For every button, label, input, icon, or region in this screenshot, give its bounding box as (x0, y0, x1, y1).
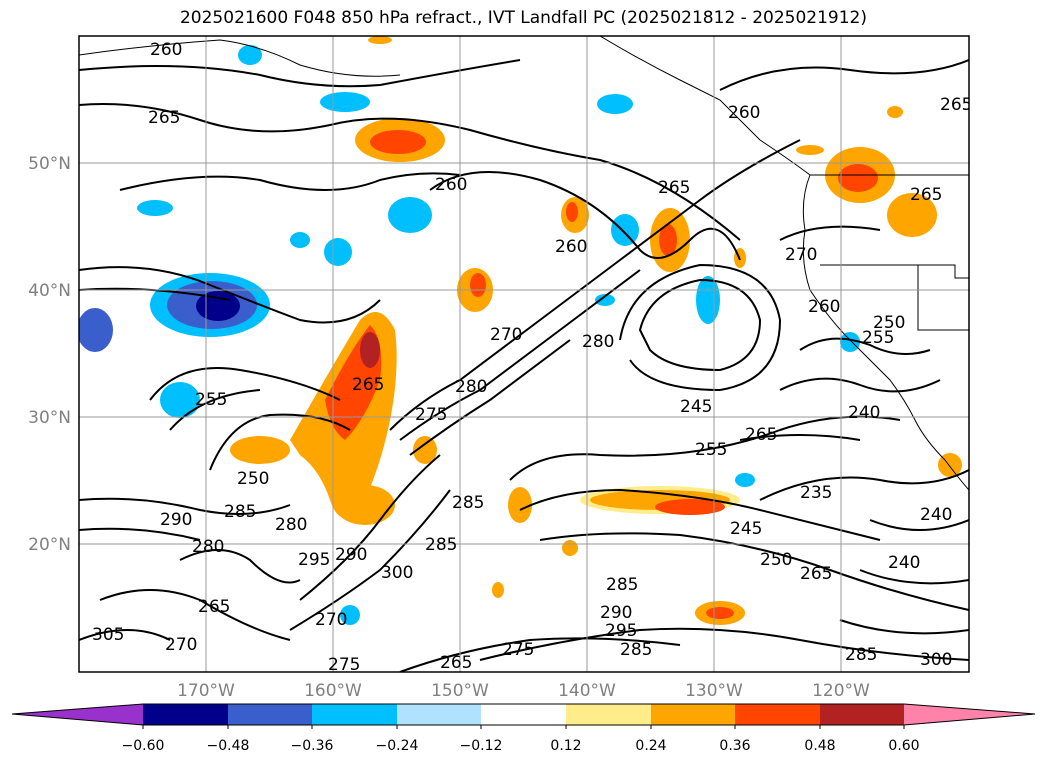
colorbar-swatch (312, 704, 397, 725)
contour-label: 290 (600, 603, 632, 623)
contour-label: 305 (92, 625, 124, 645)
map-frame (78, 35, 970, 673)
lon-label-130w: 130°W (685, 681, 743, 701)
colorbar-swatch (481, 704, 566, 725)
contour-label: 290 (335, 545, 367, 565)
contour-label: 265 (910, 185, 942, 205)
contour-label: 280 (582, 332, 614, 352)
coastline (79, 36, 969, 491)
contour-label: 285 (425, 535, 457, 555)
contour-label: 240 (920, 505, 952, 525)
lon-label-120w: 120°W (812, 681, 870, 701)
contour-label: 245 (730, 519, 762, 539)
contour-label: 265 (745, 425, 777, 445)
contour-label: 260 (808, 297, 840, 317)
colorbar-swatch (566, 704, 651, 725)
lat-label-50n: 50°N (28, 154, 71, 174)
contour-label: 260 (728, 103, 760, 123)
contour-label: 245 (680, 397, 712, 417)
contour-lines (79, 59, 969, 672)
contour-label: 260 (555, 237, 587, 257)
contour-label: 295 (605, 621, 637, 641)
contour-label: 260 (150, 40, 182, 60)
lat-label-20n: 20°N (28, 535, 71, 555)
contour-label: 280 (192, 537, 224, 557)
colorbar: −0.60 −0.48 −0.36 −0.24 −0.12 0.12 0.24 … (11, 703, 1036, 754)
lat-label-40n: 40°N (28, 281, 71, 301)
contour-label: 260 (435, 175, 467, 195)
contour-label: 295 (298, 550, 330, 570)
contour-label: 270 (315, 610, 347, 630)
contour-label: 255 (195, 390, 227, 410)
colorbar-swatch (143, 704, 228, 725)
contour-label: 265 (148, 108, 180, 128)
contour-label: 275 (415, 405, 447, 425)
contour-label: 285 (606, 575, 638, 595)
lon-label-170w: 170°W (177, 681, 235, 701)
contour-label: 265 (440, 653, 472, 673)
colorbar-tick-label: 0.12 (550, 738, 581, 754)
contour-label: 265 (352, 375, 384, 395)
colorbar-swatch (651, 704, 735, 725)
contour-label: 285 (224, 502, 256, 522)
colorbar-tick-label: 0.24 (635, 738, 666, 754)
contour-label: 280 (455, 377, 487, 397)
contour-label: 240 (888, 553, 920, 573)
map-panel (79, 36, 969, 672)
latitude-labels: 50°N 40°N 30°N 20°N (28, 154, 71, 555)
contour-label: 270 (490, 325, 522, 345)
colorbar-swatch (397, 704, 481, 725)
lon-label-140w: 140°W (558, 681, 616, 701)
contour-label: 285 (845, 645, 877, 665)
contour-label: 235 (800, 483, 832, 503)
contour-label: 275 (328, 655, 360, 675)
contour-labels: 260 265 260 265 260 265 270 260 265 260 … (92, 40, 972, 675)
colorbar-swatch (228, 704, 312, 725)
contour-label: 270 (165, 635, 197, 655)
colorbar-tick-label: −0.48 (207, 738, 250, 754)
contour-label: 265 (658, 178, 690, 198)
contour-label: 290 (160, 510, 192, 530)
colorbar-tick-label: −0.24 (376, 738, 419, 754)
contour-label: 265 (800, 564, 832, 584)
contour-label: 285 (620, 640, 652, 660)
lat-label-30n: 30°N (28, 408, 71, 428)
graticule (79, 36, 969, 672)
colorbar-swatch (735, 704, 820, 725)
lon-label-150w: 150°W (431, 681, 489, 701)
contour-label: 250 (760, 550, 792, 570)
contour-label: 250 (873, 313, 905, 333)
contour-label: 285 (452, 493, 484, 513)
contour-label: 255 (695, 440, 727, 460)
contour-label: 300 (920, 650, 952, 670)
colorbar-extend-low (12, 704, 143, 725)
contour-label: 240 (848, 403, 880, 423)
longitude-labels: 170°W 160°W 150°W 140°W 130°W 120°W (177, 681, 870, 701)
contour-label: 275 (502, 640, 534, 660)
colorbar-extend-high (904, 704, 1035, 725)
lon-label-160w: 160°W (304, 681, 362, 701)
contour-label: 300 (381, 563, 413, 583)
colorbar-swatch (820, 704, 904, 725)
contour-label: 265 (940, 95, 972, 115)
colorbar-tick-label: 0.36 (719, 738, 750, 754)
contour-label: 265 (198, 597, 230, 617)
contour-label: 250 (237, 469, 269, 489)
colorbar-tick-label: −0.36 (291, 738, 334, 754)
map-title: 2025021600 F048 850 hPa refract., IVT La… (179, 8, 867, 28)
contour-label: 270 (785, 245, 817, 265)
contour-label: 255 (862, 328, 894, 348)
contour-label: 280 (275, 515, 307, 535)
colorbar-tick-label: 0.60 (888, 738, 919, 754)
colorbar-tick-label: −0.12 (460, 738, 503, 754)
colorbar-tick-label: 0.48 (804, 738, 835, 754)
colorbar-tick-label: −0.60 (122, 738, 165, 754)
